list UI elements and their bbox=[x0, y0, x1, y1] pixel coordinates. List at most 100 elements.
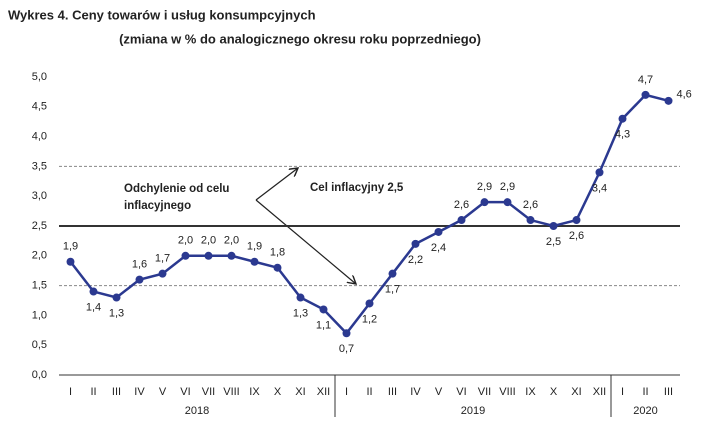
data-label: 1,2 bbox=[362, 313, 377, 325]
data-label: 2,9 bbox=[477, 181, 492, 193]
data-point bbox=[273, 263, 282, 272]
annotation: inflacyjnego bbox=[124, 200, 191, 212]
data-point bbox=[388, 269, 397, 278]
data-point bbox=[365, 299, 374, 308]
x-group-label: 2018 bbox=[185, 405, 209, 417]
data-label: 1,7 bbox=[155, 253, 170, 265]
data-point bbox=[503, 198, 512, 207]
data-label: 2,5 bbox=[546, 236, 561, 248]
x-tick-label: IX bbox=[249, 386, 260, 398]
x-tick-label: VII bbox=[202, 386, 215, 398]
x-tick-label: VIII bbox=[223, 386, 240, 398]
data-point bbox=[457, 216, 466, 225]
data-label: 2,0 bbox=[224, 235, 239, 247]
x-tick-label: IV bbox=[410, 386, 421, 398]
x-tick-label: III bbox=[112, 386, 121, 398]
data-point bbox=[664, 96, 673, 105]
data-label: 1,9 bbox=[63, 241, 78, 253]
data-label: 4,7 bbox=[638, 74, 653, 86]
x-tick-label: II bbox=[366, 386, 372, 398]
data-label: 4,3 bbox=[615, 129, 630, 141]
x-group-label: 2019 bbox=[461, 405, 485, 417]
data-label: 1,1 bbox=[316, 319, 331, 331]
y-tick-label: 0,0 bbox=[32, 369, 47, 381]
x-tick-label: XI bbox=[295, 386, 305, 398]
data-point bbox=[181, 251, 190, 260]
y-tick-label: 2,5 bbox=[32, 220, 47, 232]
data-label: 2,0 bbox=[201, 235, 216, 247]
data-label: 3,4 bbox=[592, 182, 607, 194]
annotation-arrow bbox=[255, 168, 298, 201]
x-tick-label: I bbox=[69, 386, 72, 398]
data-label: 2,0 bbox=[178, 235, 193, 247]
data-label: 2,4 bbox=[431, 242, 446, 254]
x-tick-label: IV bbox=[134, 386, 145, 398]
data-label: 1,7 bbox=[385, 284, 400, 296]
x-tick-label: III bbox=[664, 386, 673, 398]
x-tick-label: X bbox=[550, 386, 558, 398]
x-tick-label: II bbox=[90, 386, 96, 398]
series-line bbox=[69, 93, 669, 336]
data-label: 2,6 bbox=[454, 199, 469, 211]
y-tick-label: 4,0 bbox=[32, 131, 47, 143]
x-tick-label: X bbox=[274, 386, 282, 398]
y-tick-label: 5,0 bbox=[32, 71, 47, 83]
data-point bbox=[89, 287, 98, 296]
data-point bbox=[319, 305, 328, 314]
annotation: Odchylenie od celu bbox=[124, 183, 229, 195]
data-point bbox=[572, 216, 581, 225]
x-tick-label: V bbox=[159, 386, 167, 398]
y-tick-label: 1,0 bbox=[32, 309, 47, 321]
data-point bbox=[595, 168, 604, 177]
x-tick-label: V bbox=[435, 386, 443, 398]
data-point bbox=[526, 216, 535, 225]
y-tick-label: 2,0 bbox=[32, 250, 47, 262]
x-group-label: 2020 bbox=[633, 405, 657, 417]
data-point bbox=[135, 275, 144, 284]
data-label: 2,9 bbox=[500, 181, 515, 193]
annotation-arrow bbox=[255, 199, 356, 284]
data-label: 2,6 bbox=[569, 230, 584, 242]
data-label: 1,3 bbox=[293, 307, 308, 319]
x-tick-label: II bbox=[642, 386, 648, 398]
y-tick-label: 3,0 bbox=[32, 190, 47, 202]
x-tick-label: VIII bbox=[499, 386, 516, 398]
data-label: 1,3 bbox=[109, 307, 124, 319]
data-label: 1,8 bbox=[270, 247, 285, 259]
y-tick-label: 0,5 bbox=[32, 339, 47, 351]
data-label: 4,6 bbox=[677, 89, 692, 101]
x-tick-label: XII bbox=[593, 386, 606, 398]
data-point bbox=[641, 90, 650, 99]
x-tick-label: III bbox=[388, 386, 397, 398]
x-tick-label: XI bbox=[571, 386, 581, 398]
y-tick-label: 1,5 bbox=[32, 280, 47, 292]
annotation: Cel inflacyjny 2,5 bbox=[310, 182, 404, 194]
data-label: 2,6 bbox=[523, 199, 538, 211]
chart-subtitle: (zmiana w % do analogicznego okresu roku… bbox=[119, 31, 481, 46]
x-tick-label: I bbox=[345, 386, 348, 398]
data-point bbox=[411, 239, 420, 248]
data-point bbox=[618, 114, 627, 123]
x-tick-label: XII bbox=[317, 386, 330, 398]
y-tick-label: 4,5 bbox=[32, 101, 47, 113]
x-tick-label: VII bbox=[478, 386, 491, 398]
data-point bbox=[250, 257, 259, 266]
data-label: 1,9 bbox=[247, 241, 262, 253]
data-point bbox=[204, 251, 213, 260]
data-point bbox=[434, 227, 443, 236]
data-point bbox=[480, 198, 489, 207]
data-point bbox=[296, 293, 305, 302]
chart-title: Wykres 4. Ceny towarów i usług konsumpcy… bbox=[8, 7, 316, 22]
data-label: 1,4 bbox=[86, 301, 101, 313]
y-tick-label: 3,5 bbox=[32, 160, 47, 172]
data-point bbox=[342, 329, 351, 338]
x-tick-label: I bbox=[621, 386, 624, 398]
data-point bbox=[66, 257, 75, 266]
x-tick-label: VI bbox=[180, 386, 190, 398]
data-point bbox=[158, 269, 167, 278]
data-label: 2,2 bbox=[408, 254, 423, 266]
data-label: 0,7 bbox=[339, 343, 354, 355]
data-point bbox=[227, 251, 236, 260]
data-point bbox=[549, 222, 558, 230]
